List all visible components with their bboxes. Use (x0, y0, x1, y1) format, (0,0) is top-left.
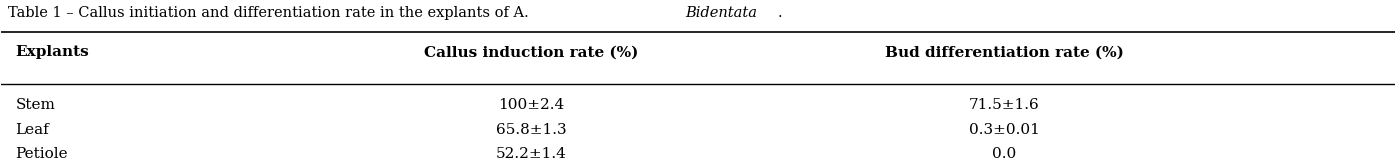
Text: Callus induction rate (%): Callus induction rate (%) (423, 46, 638, 59)
Text: Leaf: Leaf (15, 123, 49, 137)
Text: Explants: Explants (15, 46, 89, 59)
Text: Bidentata: Bidentata (685, 6, 757, 20)
Text: 52.2±1.4: 52.2±1.4 (496, 147, 567, 161)
Text: 71.5±1.6: 71.5±1.6 (969, 98, 1040, 112)
Text: .: . (778, 6, 782, 20)
Text: 100±2.4: 100±2.4 (498, 98, 564, 112)
Text: Stem: Stem (15, 98, 56, 112)
Text: 65.8±1.3: 65.8±1.3 (496, 123, 567, 137)
Text: 0.3±0.01: 0.3±0.01 (969, 123, 1040, 137)
Text: Table 1 – Callus initiation and differentiation rate in the explants of A.: Table 1 – Callus initiation and differen… (8, 6, 533, 20)
Text: Bud differentiation rate (%): Bud differentiation rate (%) (885, 46, 1124, 59)
Text: 0.0: 0.0 (993, 147, 1016, 161)
Text: Petiole: Petiole (15, 147, 68, 161)
